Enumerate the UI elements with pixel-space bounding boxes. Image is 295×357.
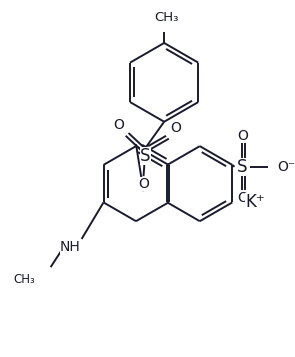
Text: S: S — [237, 158, 247, 176]
Text: O: O — [114, 117, 124, 132]
Text: CH₃: CH₃ — [154, 11, 178, 24]
Text: O: O — [237, 191, 248, 205]
Text: S: S — [140, 146, 151, 165]
Text: NH: NH — [60, 240, 81, 253]
Text: CH₃: CH₃ — [13, 273, 35, 286]
Text: K⁺: K⁺ — [245, 193, 265, 211]
Text: O: O — [237, 129, 248, 143]
Text: O⁻: O⁻ — [278, 160, 295, 174]
Text: O: O — [138, 177, 149, 191]
Text: O: O — [170, 121, 181, 135]
